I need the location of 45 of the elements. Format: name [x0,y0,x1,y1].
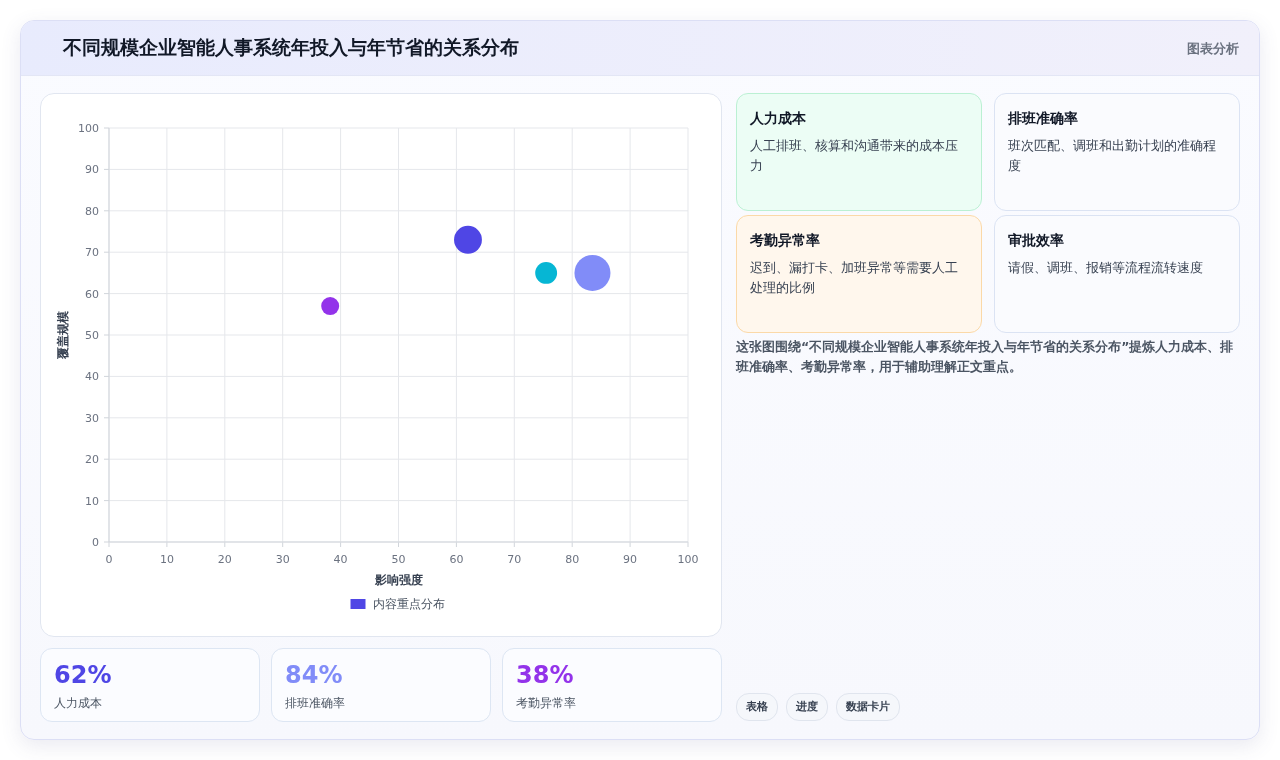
text: 38% [516,661,574,689]
text: 84% [285,661,343,689]
y-tick-label: 50 [85,329,99,342]
chart-title: 不同规模企业智能人事系统年投入与年节省的关系分布 [63,35,519,60]
y-tick-label: 70 [85,246,99,260]
x-tick-label: 0 [105,553,113,566]
y-tick-label: 10 [85,494,99,508]
y-tick-label: 60 [85,287,99,301]
text: 排班准确率 [1008,110,1079,128]
x-tick-label: 40 [333,553,348,566]
text: 这张图围绕“不同规模企业智能人事系统年投入与年节省的关系分布”提炼人力成本、排班准确率、考勤异常率，用于辅助理解正文重点。 [736,338,1235,376]
y-axis-title: 覆盖规模 [56,311,70,360]
text: 排班准确率 [285,695,345,712]
text: 图表分析 [1187,40,1239,58]
x-tick-label: 50 [391,553,406,566]
text: 审批效率 [1008,232,1065,250]
text: 考勤异常率 [516,695,576,712]
x-tick-label: 100 [677,553,699,566]
text: 班次匹配、调班和出勤计划的准确程度 [1008,137,1217,175]
x-tick-label: 90 [623,553,638,566]
text: 进度 [786,693,828,721]
text: 迟到、漏打卡、加班异常等需要人工处理的比例 [750,259,959,297]
x-axis-title: 影响强度 [373,573,423,587]
y-tick-label: 90 [85,163,99,177]
y-tick-label: 20 [85,453,99,467]
text: 人工排班、核算和沟通带来的成本压力 [750,137,959,175]
y-tick-label: 0 [92,536,99,549]
y-tick-label: 80 [85,204,99,218]
y-tick-label: 100 [78,122,99,135]
text: 请假、调班、报销等流程流转速度 [1008,259,1204,277]
text: 人力成本 [750,110,807,128]
text: 考勤异常率 [750,232,821,250]
y-tick-label: 30 [85,411,99,425]
text: 人力成本 [54,695,102,712]
text: 62% [54,661,112,689]
x-tick-label: 60 [449,553,464,566]
text: 表格 [736,693,778,721]
x-tick-label: 30 [275,553,290,566]
x-tick-label: 20 [217,553,232,566]
legend-label: 内容重点分布 [372,597,445,611]
text: 数据卡片 [836,693,900,721]
x-tick-label: 70 [507,553,522,566]
x-tick-label: 10 [159,553,174,566]
x-tick-label: 80 [565,553,580,566]
y-tick-label: 40 [85,370,99,384]
